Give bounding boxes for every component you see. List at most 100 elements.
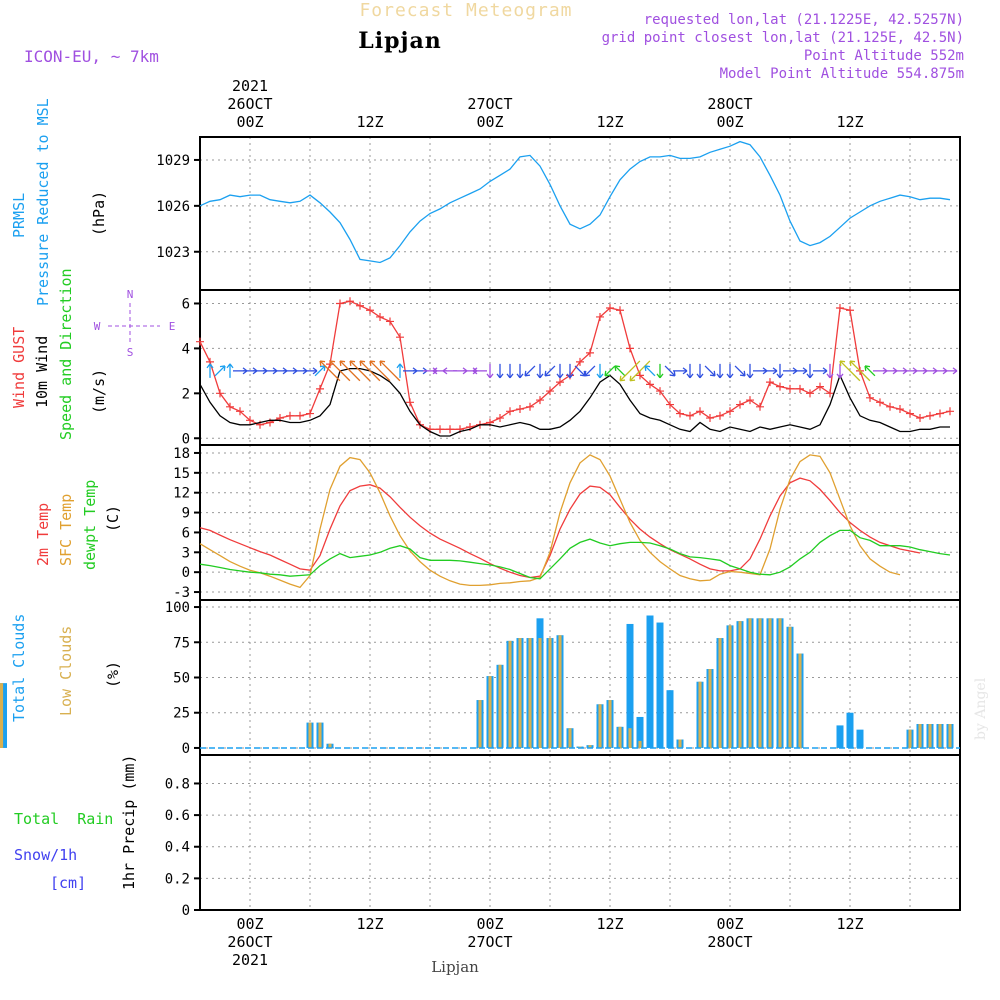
gust-marker [736,400,744,409]
y-tick-label: 75 [173,635,190,651]
arrow-head [849,360,856,367]
y-tick-label: 0 [182,741,190,757]
precip-label-cm: [cm] [50,874,86,892]
total-cloud-bar [846,712,854,748]
gust-marker [756,402,764,411]
wind-label-10m: 10m Wind [33,336,51,408]
arrow-head [329,360,336,367]
arrow-shaft [369,360,391,382]
arrow-head [349,360,356,367]
y-tick-label: 25 [173,706,190,722]
low-cloud-bar [548,638,552,748]
wind-direction-arrow [704,365,716,377]
wind-direction-arrow [734,365,746,377]
total-cloud-bar [636,716,644,748]
wind-direction-arrow [664,365,676,377]
gust-marker [616,306,624,315]
arrow-head [556,373,564,379]
gust-marker [596,312,604,321]
gust-marker [706,414,714,423]
low-cloud-bar [538,638,542,748]
wind-direction-arrow [226,363,234,378]
low-cloud-bar [908,729,912,748]
arrow-head [432,367,438,375]
wind-label-gust: Wind GUST [10,327,28,408]
wind-direction-arrow [644,365,656,377]
gust-marker [896,405,904,414]
low-cloud-bar [528,638,532,748]
arrow-head [746,373,754,379]
y-tick-label: 0 [182,431,190,447]
gust-marker [336,299,344,308]
low-cloud-bar [558,635,562,748]
wind-direction-arrow [716,363,724,379]
arrow-head [596,373,604,379]
y-tick-label: 18 [173,446,190,462]
y-tick-label: 1026 [156,199,190,215]
low-cloud-bar [498,664,502,748]
wind-direction-arrow [214,365,226,377]
temp-unit: (C) [104,505,122,532]
total-cloud-bar [626,623,634,748]
time-axis-label: 2021 [232,951,268,969]
y-tick-label: 0.8 [165,776,190,792]
arrow-shaft [544,365,556,377]
arrow-head [696,373,704,379]
arrow-head [629,375,636,382]
arrow-shaft [614,365,626,377]
wind-unit: (m/s) [90,369,108,414]
y-tick-label: 1023 [156,245,190,261]
wind-direction-arrow [673,367,688,375]
y-tick-label: 0.4 [165,840,190,856]
arrow-head [614,365,621,371]
low-cloud-bar [0,683,4,748]
gust-marker [906,409,914,418]
wind-direction-arrow [329,360,351,382]
arrow-shaft [619,360,641,382]
arrow-head [566,373,574,379]
arrow-head [772,367,778,375]
wind-direction-arrow [793,367,808,375]
y-tick-label: 15 [173,466,190,482]
gridpoint-coords: grid point closest lon,lat (21.125E, 42.… [602,30,964,46]
low-cloud-bar [788,626,792,748]
gust-marker [396,333,404,342]
arrow-shaft [319,360,341,382]
wind-direction-arrow [584,365,596,377]
gust-marker [716,411,724,420]
gust-marker [746,396,754,405]
total-cloud-bar [0,683,7,748]
y-tick-label: 1029 [156,153,190,169]
gust-marker [286,411,294,420]
low-cloud-bar [768,618,772,748]
low-cloud-bar [618,726,622,748]
y-tick-label: 12 [173,486,190,502]
gust-marker [216,389,224,398]
gust-marker [806,389,814,398]
arrow-head [206,363,214,369]
wind-direction-arrow [486,363,494,379]
arrow-head [739,370,746,377]
arrow-head [396,363,404,369]
wind-direction-arrow [686,363,694,379]
credit-label: by Angel [973,677,989,740]
arrow-head [864,365,871,371]
wind-direction-arrow [864,365,876,377]
arrow-head [619,375,626,382]
pressure-unit: (hPa) [90,191,108,236]
gust-marker [926,411,934,420]
gust-marker [546,387,554,396]
wind-direction-arrow [839,360,861,382]
wind-direction-arrow [496,363,504,379]
precip-unit: 1hr Precip (mm) [120,755,138,890]
gust-marker [446,425,454,434]
compass-rose: N S W E [94,288,176,359]
chart-subtitle: Forecast Meteogram [359,0,572,21]
time-axis-label: 12Z [596,113,623,131]
wind-arrows [206,360,958,382]
arrow-shaft [574,365,586,377]
arrow-shaft [849,360,871,382]
arrow-shaft [644,365,656,377]
gust-marker [386,317,394,326]
arrow-shaft [214,365,226,377]
